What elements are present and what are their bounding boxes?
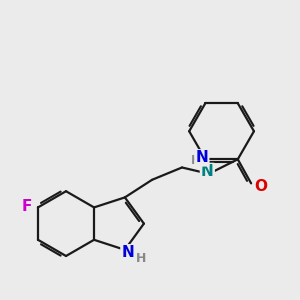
Text: N: N (122, 245, 134, 260)
Text: N: N (201, 164, 214, 179)
Text: H: H (191, 154, 202, 167)
Text: O: O (254, 179, 267, 194)
Text: F: F (22, 199, 32, 214)
Text: H: H (136, 252, 146, 265)
Text: N: N (196, 150, 208, 165)
